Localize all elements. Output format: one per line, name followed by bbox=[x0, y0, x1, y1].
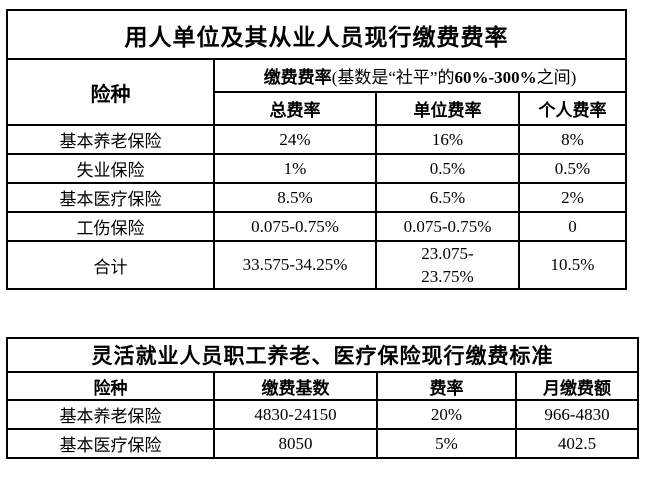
cell-pension-name: 基本养老保险 bbox=[6, 124, 215, 155]
rate-base-header: 缴费费率(基数是“社平”的60%-300%之间) bbox=[213, 58, 627, 93]
table-row-pension: 基本养老保险 24% 16% 8% bbox=[6, 124, 627, 155]
insurance-type-header: 险种 bbox=[6, 58, 215, 126]
cell-flex-medical-rate: 5% bbox=[376, 428, 517, 459]
cell-total-employer: 23.075-23.75% bbox=[375, 240, 520, 290]
cell-total-name: 合计 bbox=[6, 240, 215, 290]
employer-rates-table: 用人单位及其从业人员现行缴费费率 险种 缴费费率(基数是“社平”的60%-300… bbox=[6, 9, 627, 290]
cell-flex-pension-base: 4830-24150 bbox=[213, 399, 378, 430]
table-row: 总费率 单位费率 个人费率 bbox=[7, 91, 627, 126]
cell-medical-employer: 6.5% bbox=[375, 182, 520, 213]
cell-unemployment-name: 失业保险 bbox=[6, 153, 215, 184]
cell-pension-total: 24% bbox=[213, 124, 377, 155]
employer-rate-header: 单位费率 bbox=[375, 91, 520, 126]
personal-rate-header: 个人费率 bbox=[518, 91, 627, 126]
cell-total-total: 33.575-34.25% bbox=[213, 240, 377, 290]
cell-medical-name: 基本医疗保险 bbox=[6, 182, 215, 213]
base-header: 缴费基数 bbox=[213, 371, 378, 401]
type-header: 险种 bbox=[6, 371, 215, 401]
table-row-flex-pension: 基本养老保险 4830-24150 20% 966-4830 bbox=[6, 399, 639, 430]
cell-injury-personal: 0 bbox=[518, 211, 627, 242]
cell-pension-personal: 8% bbox=[518, 124, 627, 155]
cell-unemployment-employer: 0.5% bbox=[375, 153, 520, 184]
table-row: 险种 缴费基数 费率 月缴费额 bbox=[6, 371, 639, 401]
cell-flex-medical-monthly: 402.5 bbox=[515, 428, 639, 459]
table-row-injury: 工伤保险 0.075-0.75% 0.075-0.75% 0 bbox=[6, 211, 627, 242]
cell-injury-name: 工伤保险 bbox=[6, 211, 215, 242]
table1-title: 用人单位及其从业人员现行缴费费率 bbox=[6, 9, 627, 60]
cell-flex-medical-base: 8050 bbox=[213, 428, 378, 459]
cell-injury-total: 0.075-0.75% bbox=[213, 211, 377, 242]
cell-flex-pension-rate: 20% bbox=[376, 399, 517, 430]
total-rate-header: 总费率 bbox=[213, 91, 377, 126]
table-row-medical: 基本医疗保险 8.5% 6.5% 2% bbox=[6, 182, 627, 213]
table-row-unemployment: 失业保险 1% 0.5% 0.5% bbox=[6, 153, 627, 184]
cell-flex-pension-monthly: 966-4830 bbox=[515, 399, 639, 430]
rate-header-bold-range: 60%-300% bbox=[454, 68, 537, 87]
cell-total-personal: 10.5% bbox=[518, 240, 627, 290]
cell-flex-medical-name: 基本医疗保险 bbox=[6, 428, 215, 459]
rate-header: 费率 bbox=[376, 371, 517, 401]
cell-pension-employer: 16% bbox=[375, 124, 520, 155]
rate-header-bold-prefix: 缴费费率 bbox=[263, 68, 332, 87]
rate-header-suffix: 之间) bbox=[536, 68, 577, 87]
cell-unemployment-personal: 0.5% bbox=[518, 153, 627, 184]
cell-injury-employer: 0.075-0.75% bbox=[375, 211, 520, 242]
rate-header-mid: (基数是“社平”的 bbox=[331, 68, 455, 87]
table-row: 灵活就业人员职工养老、医疗保险现行缴费标准 bbox=[6, 337, 639, 373]
cell-medical-total: 8.5% bbox=[213, 182, 377, 213]
table-row-flex-medical: 基本医疗保险 8050 5% 402.5 bbox=[6, 428, 639, 459]
table-row: 险种 缴费费率(基数是“社平”的60%-300%之间) bbox=[6, 58, 627, 126]
cell-flex-pension-name: 基本养老保险 bbox=[6, 399, 215, 430]
table-row-total: 合计 33.575-34.25% 23.075-23.75% 10.5% bbox=[6, 240, 627, 290]
cell-unemployment-total: 1% bbox=[213, 153, 377, 184]
table-row: 用人单位及其从业人员现行缴费费率 bbox=[6, 9, 627, 60]
table2-title: 灵活就业人员职工养老、医疗保险现行缴费标准 bbox=[6, 337, 639, 373]
monthly-header: 月缴费额 bbox=[515, 371, 639, 401]
flexible-employment-table: 灵活就业人员职工养老、医疗保险现行缴费标准 险种 缴费基数 费率 月缴费额 基本… bbox=[6, 337, 639, 459]
cell-medical-personal: 2% bbox=[518, 182, 627, 213]
